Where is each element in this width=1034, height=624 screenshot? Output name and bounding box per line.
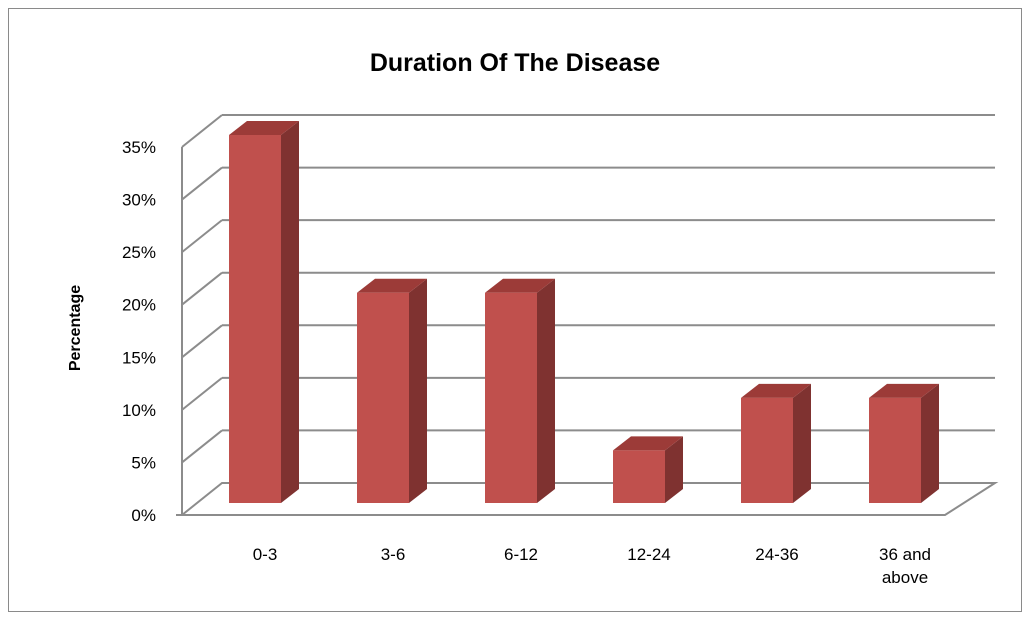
bar-top (229, 121, 299, 135)
y-tick-label: 20% (122, 296, 156, 315)
bar (869, 397, 921, 503)
bar-group (613, 436, 683, 503)
bar (357, 292, 409, 503)
x-tick-label: 24-36 (755, 545, 798, 564)
bar (613, 450, 665, 503)
gridline-depth (181, 219, 223, 253)
bar-side (665, 436, 683, 503)
bar-group (869, 383, 939, 503)
bar (229, 135, 281, 503)
bar-side (793, 383, 811, 503)
bar-top (357, 278, 427, 293)
gridline-depth (181, 377, 223, 411)
bar-side (281, 121, 299, 503)
bars (229, 121, 939, 503)
gridline-depth (181, 271, 223, 306)
bar-group (485, 278, 555, 503)
bar-top (613, 436, 683, 451)
y-tick-label: 35% (122, 138, 156, 157)
gridline-depth (181, 166, 223, 201)
bar-side (409, 278, 427, 503)
bar-group (229, 121, 299, 503)
chart-floor (181, 482, 999, 516)
bar-top (485, 278, 555, 293)
x-tick-label: 36 and above (879, 545, 931, 587)
y-tick-label: 0% (131, 506, 156, 525)
y-tick-label: 15% (122, 348, 156, 367)
bar (741, 397, 793, 503)
x-tick-label: 6-12 (504, 545, 538, 564)
bar-group (357, 278, 427, 503)
y-tick-label: 10% (122, 401, 156, 420)
bar-side (921, 383, 939, 503)
bar-top (869, 383, 939, 398)
bar-top (741, 383, 811, 398)
gridline-depth (181, 429, 223, 464)
x-tick-label: 0-3 (253, 545, 278, 564)
gridline-depth (181, 324, 223, 359)
bar (485, 292, 537, 503)
y-tick-label: 25% (122, 243, 156, 262)
bar-side (537, 278, 555, 503)
chart-title: Duration Of The Disease (369, 49, 661, 77)
x-tick-label: 12-24 (627, 545, 670, 564)
x-tick-label: 3-6 (381, 545, 406, 564)
gridline-depth (181, 114, 223, 148)
y-tick-label: 5% (131, 453, 156, 472)
y-tick-label: 30% (122, 191, 156, 210)
gridlines (176, 114, 999, 516)
bar-group (741, 383, 811, 503)
